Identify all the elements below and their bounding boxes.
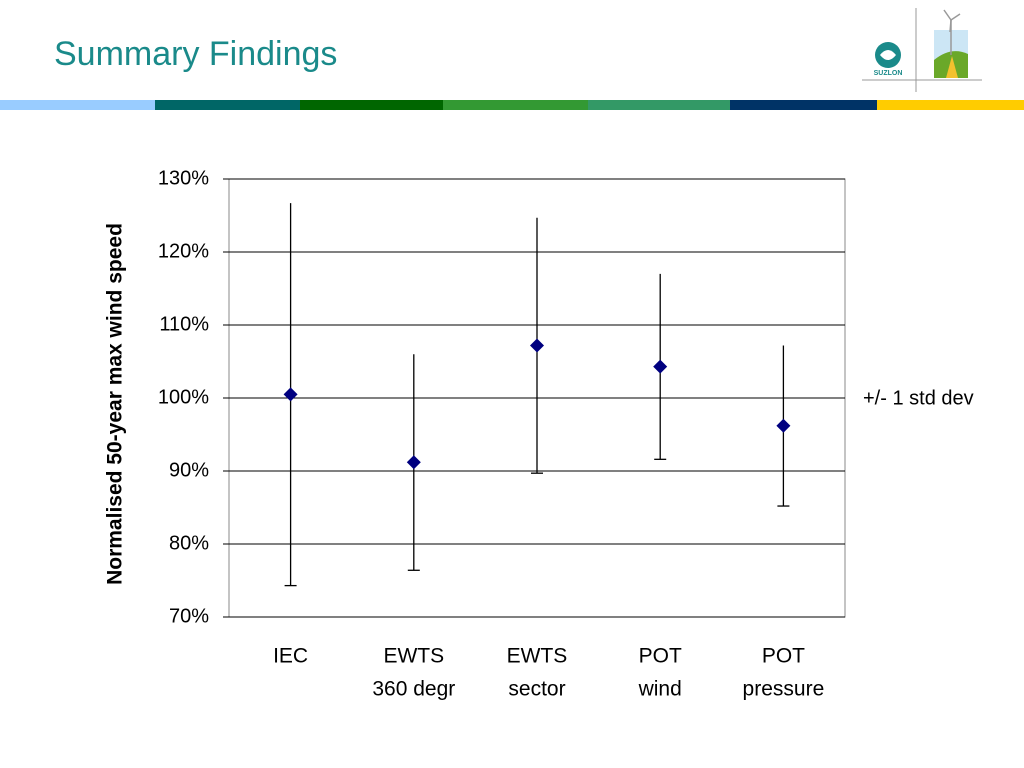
annotation: +/- 1 std dev	[863, 387, 974, 409]
marker	[283, 387, 298, 402]
y-tick-label: 70%	[169, 605, 209, 627]
marker	[406, 455, 421, 470]
x-tick-label: wind	[638, 678, 682, 701]
x-tick-label: POT	[762, 645, 805, 668]
y-tick-label: 110%	[159, 313, 209, 335]
y-tick-label: 120%	[158, 240, 209, 262]
y-axis-label: Normalised 50-year max wind speed	[104, 223, 127, 585]
x-tick-label: POT	[639, 645, 682, 668]
header-band	[0, 100, 1024, 110]
marker	[653, 359, 668, 374]
slide-title: Summary Findings	[54, 35, 337, 73]
logo: SUZLON	[862, 8, 982, 92]
marker	[530, 338, 544, 353]
y-tick-label: 100%	[158, 386, 209, 408]
y-tick-label: 130%	[158, 167, 209, 189]
y-tick-label: 80%	[169, 532, 209, 554]
x-tick-label: EWTS	[383, 645, 444, 668]
x-tick-label: 360 degr	[372, 678, 455, 701]
logo-text: SUZLON	[874, 70, 903, 77]
marker	[776, 418, 791, 433]
x-tick-label: IEC	[273, 645, 308, 668]
x-tick-label: pressure	[743, 678, 825, 701]
y-tick-label: 90%	[169, 459, 209, 481]
x-tick-label: EWTS	[507, 645, 568, 668]
x-tick-label: sector	[508, 678, 565, 701]
